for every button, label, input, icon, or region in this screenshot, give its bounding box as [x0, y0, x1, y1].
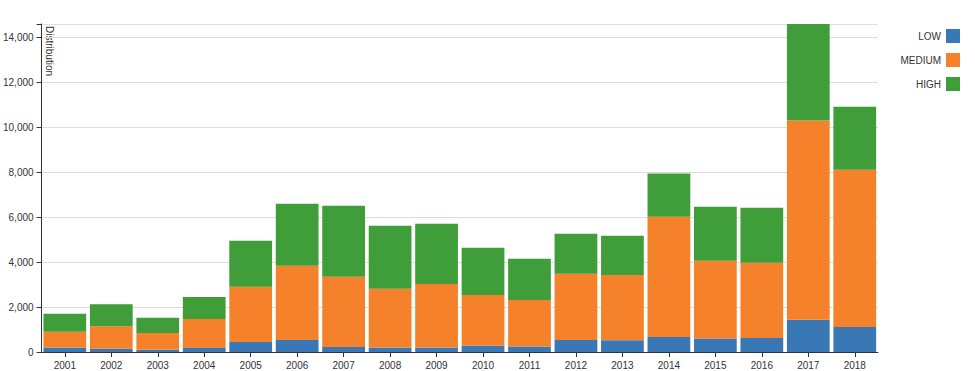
svg-text:4,000: 4,000: [9, 257, 34, 268]
svg-text:14,000: 14,000: [3, 32, 34, 43]
svg-text:2001: 2001: [54, 360, 77, 371]
svg-text:2010: 2010: [472, 360, 495, 371]
svg-text:2005: 2005: [240, 360, 263, 371]
svg-text:2003: 2003: [147, 360, 170, 371]
svg-text:2009: 2009: [425, 360, 448, 371]
svg-text:2011: 2011: [519, 360, 541, 371]
svg-text:2004: 2004: [193, 360, 216, 371]
svg-text:2018: 2018: [844, 360, 867, 371]
svg-text:Distribution: Distribution: [44, 26, 55, 76]
svg-text:0: 0: [28, 347, 34, 358]
svg-text:2008: 2008: [379, 360, 402, 371]
svg-text:2016: 2016: [751, 360, 774, 371]
svg-text:2012: 2012: [565, 360, 588, 371]
svg-text:2002: 2002: [100, 360, 123, 371]
svg-text:10,000: 10,000: [3, 122, 34, 133]
svg-text:HIGH: HIGH: [916, 79, 941, 90]
svg-text:8,000: 8,000: [9, 167, 34, 178]
svg-text:2014: 2014: [658, 360, 681, 371]
svg-text:12,000: 12,000: [3, 77, 34, 88]
svg-text:2006: 2006: [286, 360, 309, 371]
svg-text:MEDIUM: MEDIUM: [900, 55, 941, 66]
svg-text:2007: 2007: [332, 360, 355, 371]
svg-text:2015: 2015: [704, 360, 727, 371]
svg-text:2017: 2017: [797, 360, 820, 371]
svg-text:2,000: 2,000: [9, 302, 34, 313]
svg-text:2013: 2013: [611, 360, 634, 371]
svg-text:6,000: 6,000: [9, 212, 34, 223]
svg-text:LOW: LOW: [918, 31, 941, 42]
